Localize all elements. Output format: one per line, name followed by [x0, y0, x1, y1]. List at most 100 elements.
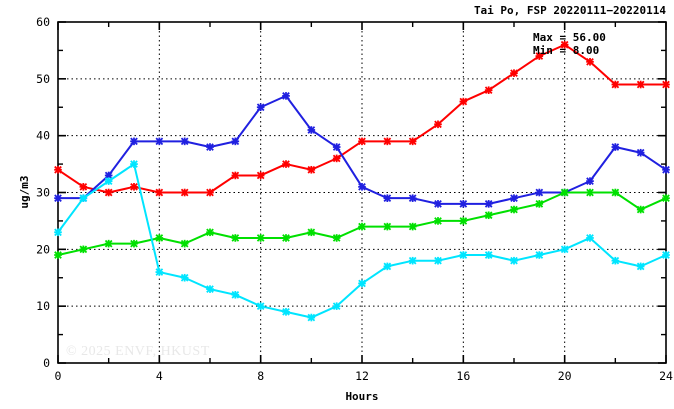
data-point-marker: [662, 194, 670, 203]
data-point-marker: [358, 279, 366, 288]
data-point-marker: [459, 97, 468, 106]
data-point-marker: [662, 165, 670, 174]
y-axis-label: ug/m3: [18, 175, 31, 208]
max-annotation: Max = 56.00: [533, 31, 606, 44]
plot-frame: [57, 21, 667, 364]
min-annotation: Min = 8.00: [533, 44, 599, 57]
x-tick-label: 24: [659, 369, 673, 383]
data-point-marker: [180, 273, 189, 282]
data-point-marker: [231, 290, 240, 299]
series-cyan: [54, 160, 670, 322]
data-point-marker: [560, 40, 569, 49]
data-point-marker: [586, 234, 594, 242]
data-point-marker: [383, 222, 392, 231]
data-point-marker: [130, 182, 138, 191]
data-point-marker: [408, 222, 417, 231]
data-point-marker: [79, 182, 88, 191]
y-tick-label: 0: [43, 356, 50, 370]
data-point-marker: [332, 154, 341, 163]
x-tick-label: 20: [558, 369, 572, 383]
data-point-marker: [484, 211, 493, 220]
data-point-marker: [636, 205, 645, 214]
data-point-marker: [54, 228, 62, 237]
data-point-marker: [358, 182, 366, 191]
data-point-marker: [206, 188, 214, 197]
data-point-marker: [535, 52, 544, 60]
x-tick-label: 8: [257, 369, 264, 383]
data-point-marker: [636, 148, 645, 157]
data-point-marker: [282, 92, 290, 100]
y-tick-label: 50: [36, 72, 50, 86]
data-point-marker: [206, 143, 214, 151]
data-point-marker: [383, 194, 392, 203]
data-point-marker: [282, 308, 290, 316]
y-tick-label: 10: [36, 299, 50, 313]
data-point-marker: [180, 137, 189, 146]
data-point-marker: [586, 57, 594, 66]
data-point-marker: [358, 137, 366, 146]
data-point-marker: [535, 200, 544, 208]
data-point-marker: [256, 103, 265, 112]
data-point-marker: [231, 137, 240, 146]
minor-ticks: [58, 22, 666, 363]
data-point-marker: [155, 268, 164, 276]
data-point-marker: [54, 165, 62, 174]
chart-title: Tai Po, FSP 20220111−20220114: [474, 4, 666, 17]
data-point-marker: [54, 194, 62, 203]
data-point-marker: [104, 177, 113, 185]
data-point-marker: [484, 200, 493, 208]
data-point-marker: [206, 228, 214, 237]
data-point-marker: [130, 239, 138, 248]
watermark: © 2025 ENVF, HKUST: [66, 344, 210, 359]
data-point-marker: [408, 137, 417, 146]
data-point-marker: [130, 160, 138, 168]
data-point-marker: [408, 194, 417, 203]
series-red: [54, 40, 670, 197]
data-point-marker: [307, 313, 316, 322]
data-point-marker: [535, 251, 544, 259]
data-point-marker: [611, 80, 620, 89]
series-green: [54, 188, 670, 259]
data-point-marker: [332, 234, 341, 242]
data-point-marker: [459, 200, 468, 208]
x-tick-label: 0: [55, 369, 62, 383]
data-point-marker: [155, 234, 164, 242]
data-point-marker: [256, 234, 265, 242]
data-point-marker: [434, 200, 442, 208]
data-point-marker: [636, 262, 645, 271]
x-axis-tick-labels: 0 4 8 12 16 20 24: [55, 369, 673, 383]
data-point-marker: [484, 86, 493, 95]
data-series-layer: [54, 40, 670, 322]
data-point-marker: [586, 177, 594, 185]
data-point-marker: [459, 217, 468, 225]
data-point-marker: [358, 222, 366, 231]
data-point-marker: [256, 171, 265, 180]
data-point-marker: [282, 160, 290, 168]
data-point-marker: [54, 251, 62, 259]
data-point-marker: [104, 171, 113, 180]
data-point-marker: [383, 262, 392, 271]
data-point-marker: [155, 137, 164, 146]
data-point-marker: [535, 188, 544, 197]
data-point-marker: [307, 228, 316, 237]
data-point-marker: [434, 120, 442, 129]
data-point-marker: [611, 143, 620, 151]
data-point-marker: [662, 80, 670, 89]
data-point-marker: [510, 194, 518, 203]
data-point-marker: [104, 188, 113, 197]
data-point-marker: [231, 171, 240, 180]
data-point-marker: [307, 126, 316, 134]
data-point-marker: [636, 80, 645, 89]
data-point-marker: [586, 188, 594, 197]
y-tick-label: 40: [36, 129, 50, 143]
x-tick-label: 16: [456, 369, 470, 383]
data-point-marker: [383, 137, 392, 146]
data-point-marker: [231, 234, 240, 242]
data-point-marker: [155, 188, 164, 197]
x-tick-label: 12: [355, 369, 369, 383]
x-tick-label: 4: [156, 369, 163, 383]
data-point-marker: [459, 251, 468, 259]
